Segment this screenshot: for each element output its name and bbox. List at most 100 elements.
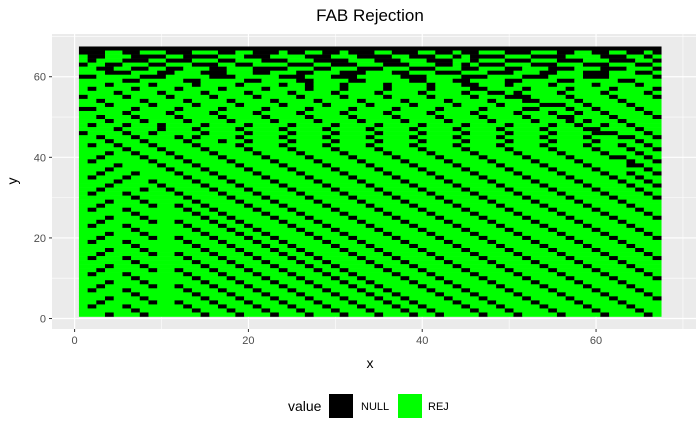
- cell-null: [339, 268, 349, 273]
- cell-null: [374, 147, 384, 152]
- cell-null: [296, 248, 306, 253]
- cell-rej: [400, 58, 427, 63]
- cell-null: [409, 312, 419, 317]
- cell-null: [183, 98, 193, 104]
- cell-null: [139, 74, 167, 80]
- cell-null: [191, 102, 201, 108]
- cell-rej: [470, 248, 506, 253]
- cell-rej: [617, 175, 636, 180]
- cell-null: [226, 119, 236, 124]
- cell-rej: [383, 147, 419, 152]
- cell-null: [643, 292, 653, 297]
- cell-null: [78, 74, 97, 80]
- cell-rej: [139, 151, 167, 156]
- cell-rej: [131, 94, 167, 100]
- cell-null: [113, 179, 123, 184]
- cell-rej: [235, 276, 262, 281]
- cell-null: [383, 86, 393, 92]
- cell-null: [652, 171, 662, 176]
- cell-rej: [191, 139, 219, 144]
- cell-rej: [330, 66, 358, 71]
- cell-rej: [191, 239, 219, 245]
- cell-null: [504, 147, 514, 152]
- cell-rej: [609, 231, 645, 237]
- cell-null: [574, 98, 584, 104]
- cell-rej: [357, 62, 384, 67]
- cell-null: [504, 78, 523, 84]
- cell-null: [617, 143, 627, 148]
- cell-rej: [322, 268, 340, 273]
- cell-rej: [78, 183, 106, 188]
- cell-null: [652, 86, 662, 92]
- cell-rej: [105, 50, 123, 55]
- cell-null: [443, 159, 453, 164]
- cell-null: [583, 284, 593, 289]
- cell-rej: [452, 239, 488, 245]
- cell-rej: [78, 151, 106, 156]
- cell-rej: [278, 179, 314, 184]
- cell-rej: [600, 106, 636, 112]
- cell-rej: [617, 94, 653, 100]
- cell-rej: [426, 74, 462, 80]
- cell-null: [626, 50, 645, 55]
- cell-null: [443, 296, 453, 301]
- cell-null: [504, 94, 532, 100]
- cell-null: [435, 50, 453, 55]
- cell-rej: [365, 78, 410, 84]
- cell-rej: [548, 203, 584, 208]
- cell-rej: [548, 127, 584, 132]
- cell-null: [626, 171, 636, 176]
- cell-rej: [209, 280, 236, 285]
- cell-null: [522, 195, 532, 200]
- cell-rej: [548, 264, 584, 269]
- cell-rej: [426, 268, 462, 273]
- cell-null: [122, 304, 132, 309]
- cell-null: [209, 284, 219, 289]
- cell-rej: [591, 163, 627, 168]
- cell-rej: [226, 304, 254, 309]
- cell-rej: [165, 54, 184, 59]
- cell-rej: [261, 191, 297, 196]
- cell-null: [261, 292, 271, 297]
- cell-null: [400, 159, 410, 164]
- cell-rej: [530, 235, 566, 241]
- cell-null: [183, 256, 193, 261]
- cell-rej: [330, 203, 367, 208]
- cell-rej: [530, 256, 566, 261]
- cell-null: [556, 50, 575, 55]
- cell-null: [113, 163, 123, 168]
- cell-rej: [374, 50, 393, 55]
- cell-rej: [157, 159, 184, 164]
- cell-null: [105, 264, 114, 269]
- cell-null: [304, 82, 314, 88]
- cell-rej: [513, 123, 549, 128]
- cell-rej: [617, 276, 653, 281]
- cell-null: [261, 58, 288, 63]
- cell-rej: [470, 187, 506, 192]
- cell-null: [530, 199, 540, 204]
- cell-rej: [530, 115, 558, 120]
- cell-rej: [443, 276, 480, 281]
- cell-rej: [513, 207, 549, 213]
- cell-rej: [487, 195, 523, 200]
- cell-rej: [113, 312, 141, 317]
- cell-rej: [374, 127, 410, 132]
- cell-null: [131, 106, 141, 112]
- cell-null: [261, 308, 271, 313]
- cell-null: [478, 235, 488, 241]
- cell-null: [96, 268, 106, 273]
- cell-rej: [591, 135, 619, 140]
- cell-rej: [244, 135, 280, 140]
- cell-rej: [643, 151, 662, 156]
- cell-rej: [261, 171, 297, 176]
- cell-rej: [278, 264, 306, 269]
- cell-null: [278, 239, 288, 245]
- cell-rej: [374, 143, 410, 148]
- cell-rej: [296, 223, 323, 229]
- cell-null: [600, 191, 610, 196]
- cell-rej: [78, 179, 114, 184]
- cell-null: [191, 163, 201, 168]
- cell-null: [131, 54, 167, 59]
- cell-rej: [383, 123, 419, 128]
- cell-null: [270, 199, 280, 204]
